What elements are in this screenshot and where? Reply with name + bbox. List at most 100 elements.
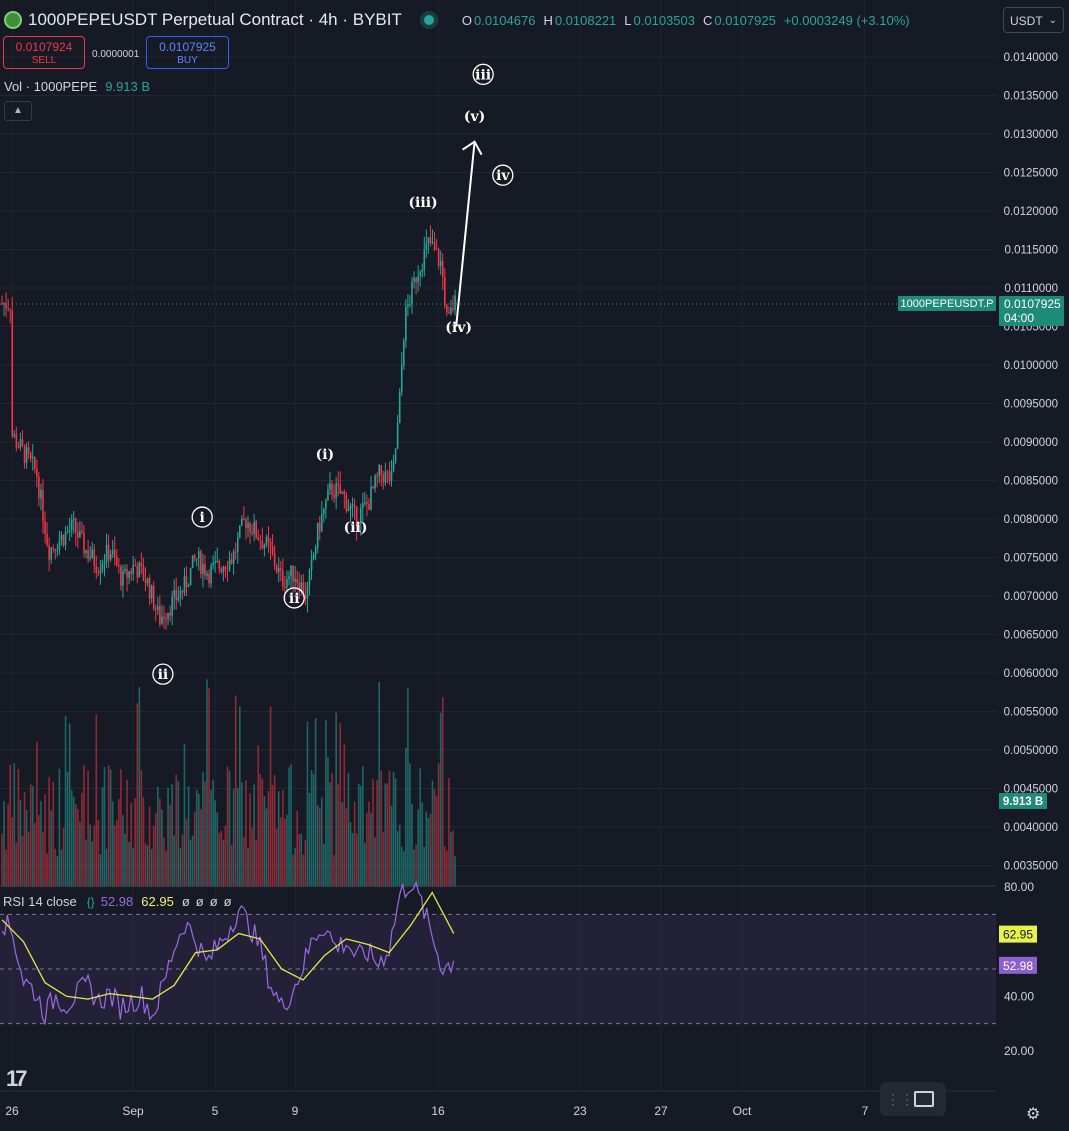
candle-body bbox=[337, 483, 339, 486]
candle-body bbox=[97, 572, 100, 574]
time-tick-label: 23 bbox=[573, 1104, 587, 1118]
volume-bar bbox=[157, 786, 159, 887]
candles bbox=[1, 225, 456, 630]
candle-body bbox=[405, 306, 407, 341]
buy-button[interactable]: 0.0107925 BUY bbox=[146, 36, 229, 69]
volume-bar bbox=[87, 770, 89, 887]
volume-bar bbox=[380, 770, 383, 887]
symbol-title[interactable]: 1000PEPEUSDT Perpetual Contract · 4h · B… bbox=[28, 10, 402, 29]
price-tick-label: 0.0115000 bbox=[1004, 245, 1058, 257]
candle-body bbox=[161, 616, 163, 624]
candle-body bbox=[304, 595, 307, 599]
candle-body bbox=[66, 531, 69, 533]
candle-body bbox=[79, 530, 81, 538]
drag-handle-icon[interactable]: ⋮⋮ bbox=[886, 1090, 914, 1107]
candle-body bbox=[17, 446, 20, 448]
screenshot-button[interactable]: ⋮⋮ bbox=[880, 1082, 946, 1116]
volume-bar bbox=[64, 715, 67, 887]
volume-bar bbox=[255, 839, 257, 887]
volume-bar bbox=[345, 808, 348, 887]
candle-body bbox=[403, 340, 405, 366]
symbol-tag-label: 1000PEPEUSDT.P bbox=[901, 298, 994, 310]
volume-bar bbox=[304, 840, 307, 887]
candle-body bbox=[85, 550, 87, 554]
candle-body bbox=[263, 544, 266, 549]
candle-body bbox=[288, 576, 290, 580]
candle-body bbox=[273, 553, 276, 566]
volume-bar bbox=[187, 786, 190, 887]
settings-icon[interactable]: ⚙ bbox=[1026, 1106, 1041, 1123]
volume-bar bbox=[409, 763, 411, 887]
volume-bar bbox=[349, 822, 352, 887]
currency-select[interactable]: USDT ⌄ bbox=[1003, 7, 1064, 33]
candle-body bbox=[77, 532, 79, 538]
candle-body bbox=[247, 523, 249, 528]
volume-bar bbox=[421, 802, 424, 887]
volume-legend-label: Vol · 1000PEPE bbox=[4, 79, 98, 94]
volume-bar bbox=[355, 833, 358, 887]
candle-body bbox=[99, 570, 102, 574]
volume-bar bbox=[314, 718, 317, 887]
candle-body bbox=[54, 548, 57, 551]
candle-body bbox=[255, 521, 257, 538]
volume-bar bbox=[218, 833, 221, 887]
rsi-legend[interactable]: RSI 14 close {} 52.98 62.95 ø ø ø ø bbox=[3, 894, 238, 909]
candle-body bbox=[44, 521, 46, 534]
candle-body bbox=[15, 434, 18, 447]
candle-body bbox=[296, 579, 298, 584]
volume-bar bbox=[362, 766, 364, 887]
candle-body bbox=[124, 569, 126, 571]
high-value: 0.0108221 bbox=[554, 12, 617, 28]
candle-body bbox=[48, 544, 50, 560]
candle-body bbox=[239, 525, 241, 538]
rsi-ma-legend-value: 62.95 bbox=[141, 894, 174, 909]
volume-bar bbox=[419, 768, 421, 887]
volume-bar bbox=[290, 764, 292, 887]
volume-bar bbox=[323, 843, 325, 887]
collapse-icon[interactable]: ▲ bbox=[4, 101, 32, 121]
candle-body bbox=[259, 540, 262, 542]
candle-body bbox=[89, 557, 91, 559]
rsi-settings-brace[interactable]: {} bbox=[86, 894, 95, 909]
candle-body bbox=[413, 277, 415, 282]
volume-bar bbox=[247, 847, 249, 887]
volume-bar bbox=[159, 798, 161, 887]
candle-body bbox=[93, 549, 96, 567]
candle-body bbox=[431, 242, 434, 244]
volume-bar bbox=[347, 772, 350, 887]
volume-bar bbox=[435, 796, 438, 887]
candle-body bbox=[392, 461, 395, 471]
candle-body bbox=[111, 549, 114, 555]
rsi-legend-label: RSI 14 close bbox=[3, 894, 77, 909]
candle-body bbox=[58, 540, 61, 551]
sell-button[interactable]: 0.0107924 SELL bbox=[3, 36, 85, 69]
candle-body bbox=[450, 308, 452, 314]
volume-bar bbox=[257, 745, 260, 887]
candle-body bbox=[374, 475, 376, 489]
volume-bar bbox=[5, 849, 7, 887]
volume-bar bbox=[23, 792, 26, 887]
screenshot-icon bbox=[914, 1091, 934, 1107]
volume-bar bbox=[253, 784, 255, 887]
candle-body bbox=[212, 563, 214, 566]
change-value: +0.0003249 (+3.10%) bbox=[783, 12, 910, 28]
candle-body bbox=[56, 550, 59, 552]
candle-body bbox=[189, 567, 192, 586]
wave-label: (iv) bbox=[445, 320, 472, 336]
volume-bar bbox=[150, 849, 153, 887]
rsi-legend-value: 52.98 bbox=[100, 894, 134, 909]
volume-bar bbox=[85, 839, 87, 887]
volume-legend[interactable]: Vol · 1000PEPE 9.913 B bbox=[4, 79, 150, 94]
volume-bar bbox=[452, 830, 454, 887]
volume-bar bbox=[212, 780, 214, 887]
volume-bar bbox=[216, 812, 219, 887]
volume-bar bbox=[44, 794, 46, 887]
volume-bar bbox=[353, 801, 356, 887]
price-tick-label: 0.0035000 bbox=[1004, 861, 1058, 873]
tradingview-logo[interactable]: 17 bbox=[6, 1066, 28, 1091]
volume-bar bbox=[388, 770, 391, 887]
volume-bar bbox=[300, 833, 303, 887]
candle-body bbox=[204, 564, 206, 576]
candle-body bbox=[21, 439, 24, 446]
